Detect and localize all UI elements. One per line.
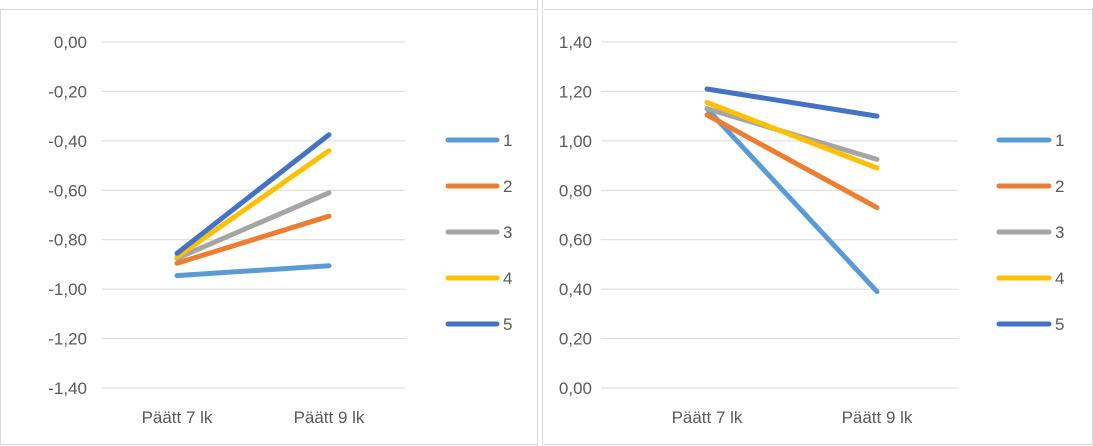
x-tick-label: Päätt 9 lk	[842, 408, 913, 427]
y-tick-label: 0,80	[559, 181, 592, 200]
series-line-1	[174, 263, 332, 279]
x-tick-label: Päätt 9 lk	[294, 408, 365, 427]
y-tick-label: -1,40	[48, 379, 87, 398]
series-line-1	[704, 106, 880, 295]
panel-divider	[542, 0, 543, 446]
legend-label: 2	[503, 177, 512, 196]
legend-label: 4	[1055, 269, 1064, 288]
y-tick-label: 0,60	[559, 231, 592, 250]
y-tick-label: 0,00	[559, 379, 592, 398]
legend-label: 1	[503, 131, 512, 150]
y-tick-label: 0,40	[559, 280, 592, 299]
chart-2: 1,40 1,20 1,00 0,80 0,60 0,40 0,20 0,00 Päätt 7 …	[559, 33, 1065, 427]
panel-divider	[537, 0, 538, 446]
legend-label: 5	[1055, 315, 1064, 334]
series-line-5	[704, 86, 880, 119]
series-line-2	[704, 112, 880, 211]
series-line-5	[174, 132, 332, 256]
y-tick-label: -1,20	[48, 330, 87, 349]
legend-label: 5	[503, 315, 512, 334]
y-tick-label: -0,60	[48, 181, 87, 200]
series-line-4	[174, 148, 332, 260]
y-tick-label: 0,20	[559, 330, 592, 349]
y-tick-label: -0,20	[48, 82, 87, 101]
chart-1: 0,00 -0,20 -0,40 -0,60 -0,80 -1,00 -1,20 -1,40 P…	[48, 33, 512, 427]
legend-label: 1	[1055, 131, 1064, 150]
legend-label: 4	[503, 269, 512, 288]
y-tick-label: -1,00	[48, 280, 87, 299]
series-line-3	[174, 190, 332, 261]
y-tick-label: 1,20	[559, 82, 592, 101]
legend-label: 2	[1055, 177, 1064, 196]
y-tick-label: -0,40	[48, 132, 87, 151]
y-tick-label: 1,40	[559, 33, 592, 52]
legend-label: 3	[503, 223, 512, 242]
y-tick-label: 1,00	[559, 132, 592, 151]
chart-panel-left	[0, 9, 537, 445]
x-tick-label: Päätt 7 lk	[142, 408, 213, 427]
series-line-4	[704, 100, 880, 171]
x-tick-label: Päätt 7 lk	[672, 408, 743, 427]
y-tick-label: 0,00	[54, 33, 87, 52]
series-line-2	[174, 213, 332, 266]
legend-label: 3	[1055, 223, 1064, 242]
y-tick-label: -0,80	[48, 231, 87, 250]
